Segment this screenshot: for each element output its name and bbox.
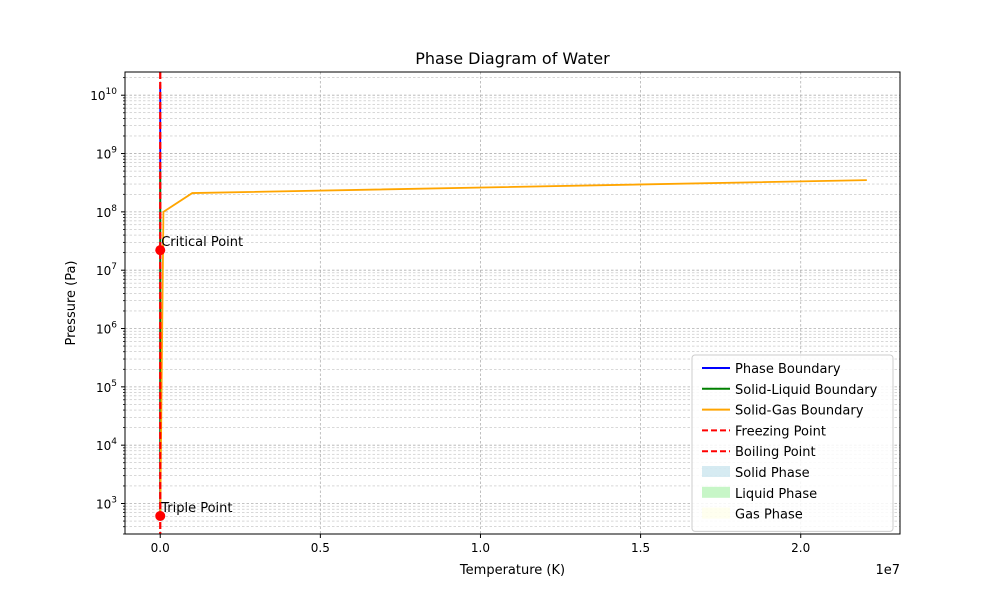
legend: Phase Boundary Solid-Liquid Boundary Solid… (691, 354, 894, 532)
plot-area-data: Critical Point Triple Point (155, 72, 867, 534)
legend-label: Solid Phase (735, 466, 810, 481)
legend-swatch-patch (702, 507, 730, 519)
legend-label: Boiling Point (735, 445, 816, 460)
legend-label: Liquid Phase (735, 487, 817, 502)
legend-label: Solid-Gas Boundary (735, 404, 864, 419)
legend-label: Freezing Point (735, 424, 826, 439)
x-tick-label: 2.0 (791, 541, 810, 555)
point-label: Critical Point (161, 235, 243, 250)
x-axis-offset-label: 1e7 (875, 563, 900, 578)
legend-label: Gas Phase (735, 508, 803, 523)
point-marker-triple-point (155, 510, 166, 521)
x-axis-label: Temperature (K) (459, 563, 565, 578)
x-tick-label: 1.5 (631, 541, 650, 555)
legend-swatch-patch (702, 466, 730, 477)
axes-frame (124, 71, 901, 535)
point-label: Triple Point (160, 501, 232, 516)
point-marker-critical-point (155, 245, 166, 256)
legend-swatch-patch (702, 486, 730, 498)
y-axis-label: Pressure (Pa) (64, 260, 79, 345)
legend-label: Phase Boundary (735, 362, 841, 377)
legend-label: Solid-Liquid Boundary (735, 383, 878, 398)
x-tick-label: 0.5 (311, 541, 330, 555)
x-tick-label: 1.0 (471, 541, 490, 555)
legend-box (691, 354, 894, 532)
series-line-solid-gas-boundary (159, 179, 867, 516)
x-tick-label: 0.0 (151, 541, 170, 555)
chart-title: Phase Diagram of Water (415, 49, 610, 68)
